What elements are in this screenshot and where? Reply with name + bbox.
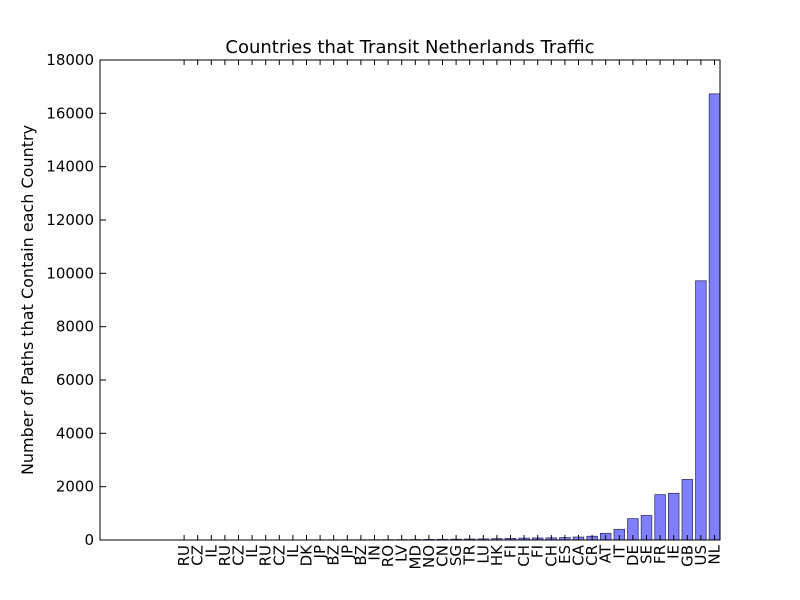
x-tick-label: GB: [678, 545, 696, 567]
x-tick-label: US: [692, 545, 710, 566]
x-tick-label: NL: [706, 544, 724, 564]
x-tick-label: TR: [461, 545, 479, 566]
x-tick-label: CH: [515, 545, 533, 567]
x-tick-label: CN: [434, 545, 452, 567]
x-tick-label: DE: [624, 545, 642, 566]
x-tick-label: CZ: [270, 545, 288, 566]
x-tick-label: SE: [638, 545, 656, 564]
y-axis-label: Number of Paths that Contain each Countr…: [18, 125, 37, 475]
x-tick-label: RU: [257, 545, 275, 566]
x-tick-label: CR: [583, 545, 601, 566]
x-tick-label: BZ: [325, 545, 343, 566]
x-tick-label: CZ: [230, 545, 248, 566]
bar: [708, 93, 721, 541]
bar: [668, 492, 680, 541]
x-tick-label: LU: [474, 545, 492, 564]
y-tick-label: 16000: [46, 104, 94, 122]
bar: [654, 494, 666, 541]
x-tick-label: FI: [502, 545, 520, 558]
x-tick-label: RU: [175, 545, 193, 566]
y-tick-label: 0: [84, 531, 94, 549]
x-tick-label: FI: [529, 545, 547, 558]
y-tick-label: 2000: [56, 478, 94, 496]
x-tick-label: BZ: [352, 545, 370, 566]
x-tick-label: LV: [393, 544, 411, 562]
x-tick-label: SG: [447, 545, 465, 566]
y-tick-label: 14000: [46, 158, 94, 176]
x-tick-label: JP: [311, 545, 329, 559]
x-tick-label: IT: [610, 544, 628, 558]
x-tick-label: RO: [379, 545, 397, 567]
x-tick-label: IL: [243, 544, 261, 557]
bar: [681, 479, 694, 541]
y-tick-label: 8000: [56, 318, 94, 336]
chart-title: Countries that Transit Netherlands Traff…: [225, 37, 594, 58]
x-tick-label: CZ: [189, 545, 207, 566]
y-tick-label: 18000: [46, 51, 94, 69]
y-tick-label: 4000: [56, 424, 94, 442]
x-tick-label: IE: [665, 545, 683, 559]
bar: [695, 280, 707, 541]
x-tick-label: AT: [597, 544, 615, 563]
x-tick-label: CH: [542, 545, 560, 567]
x-tick-label: ES: [556, 545, 574, 564]
x-tick-label: JP: [338, 545, 356, 559]
x-axis-ticks: RUCZILRUCZILRUCZILDKJPBZJPBZINROLVMDNOCN…: [175, 60, 724, 570]
x-tick-label: MD: [406, 545, 424, 570]
x-tick-label: NO: [420, 545, 438, 568]
y-tick-label: 12000: [46, 211, 94, 229]
y-axis-ticks: 0 2000 4000 6000 8000 10000 12000 14000 16000 180…: [46, 51, 720, 549]
plot-frame: [99, 59, 721, 541]
x-tick-label: IL: [202, 544, 220, 557]
bars-group: [178, 93, 721, 541]
x-tick-label: FR: [651, 545, 669, 564]
x-tick-label: IN: [366, 545, 384, 561]
y-tick-label: 6000: [56, 371, 94, 389]
x-tick-label: DK: [298, 544, 316, 567]
x-tick-label: CA: [570, 544, 588, 565]
x-tick-label: HK: [488, 544, 506, 566]
y-tick-label: 10000: [46, 264, 94, 282]
x-tick-label: RU: [216, 545, 234, 566]
x-tick-label: IL: [284, 544, 302, 557]
